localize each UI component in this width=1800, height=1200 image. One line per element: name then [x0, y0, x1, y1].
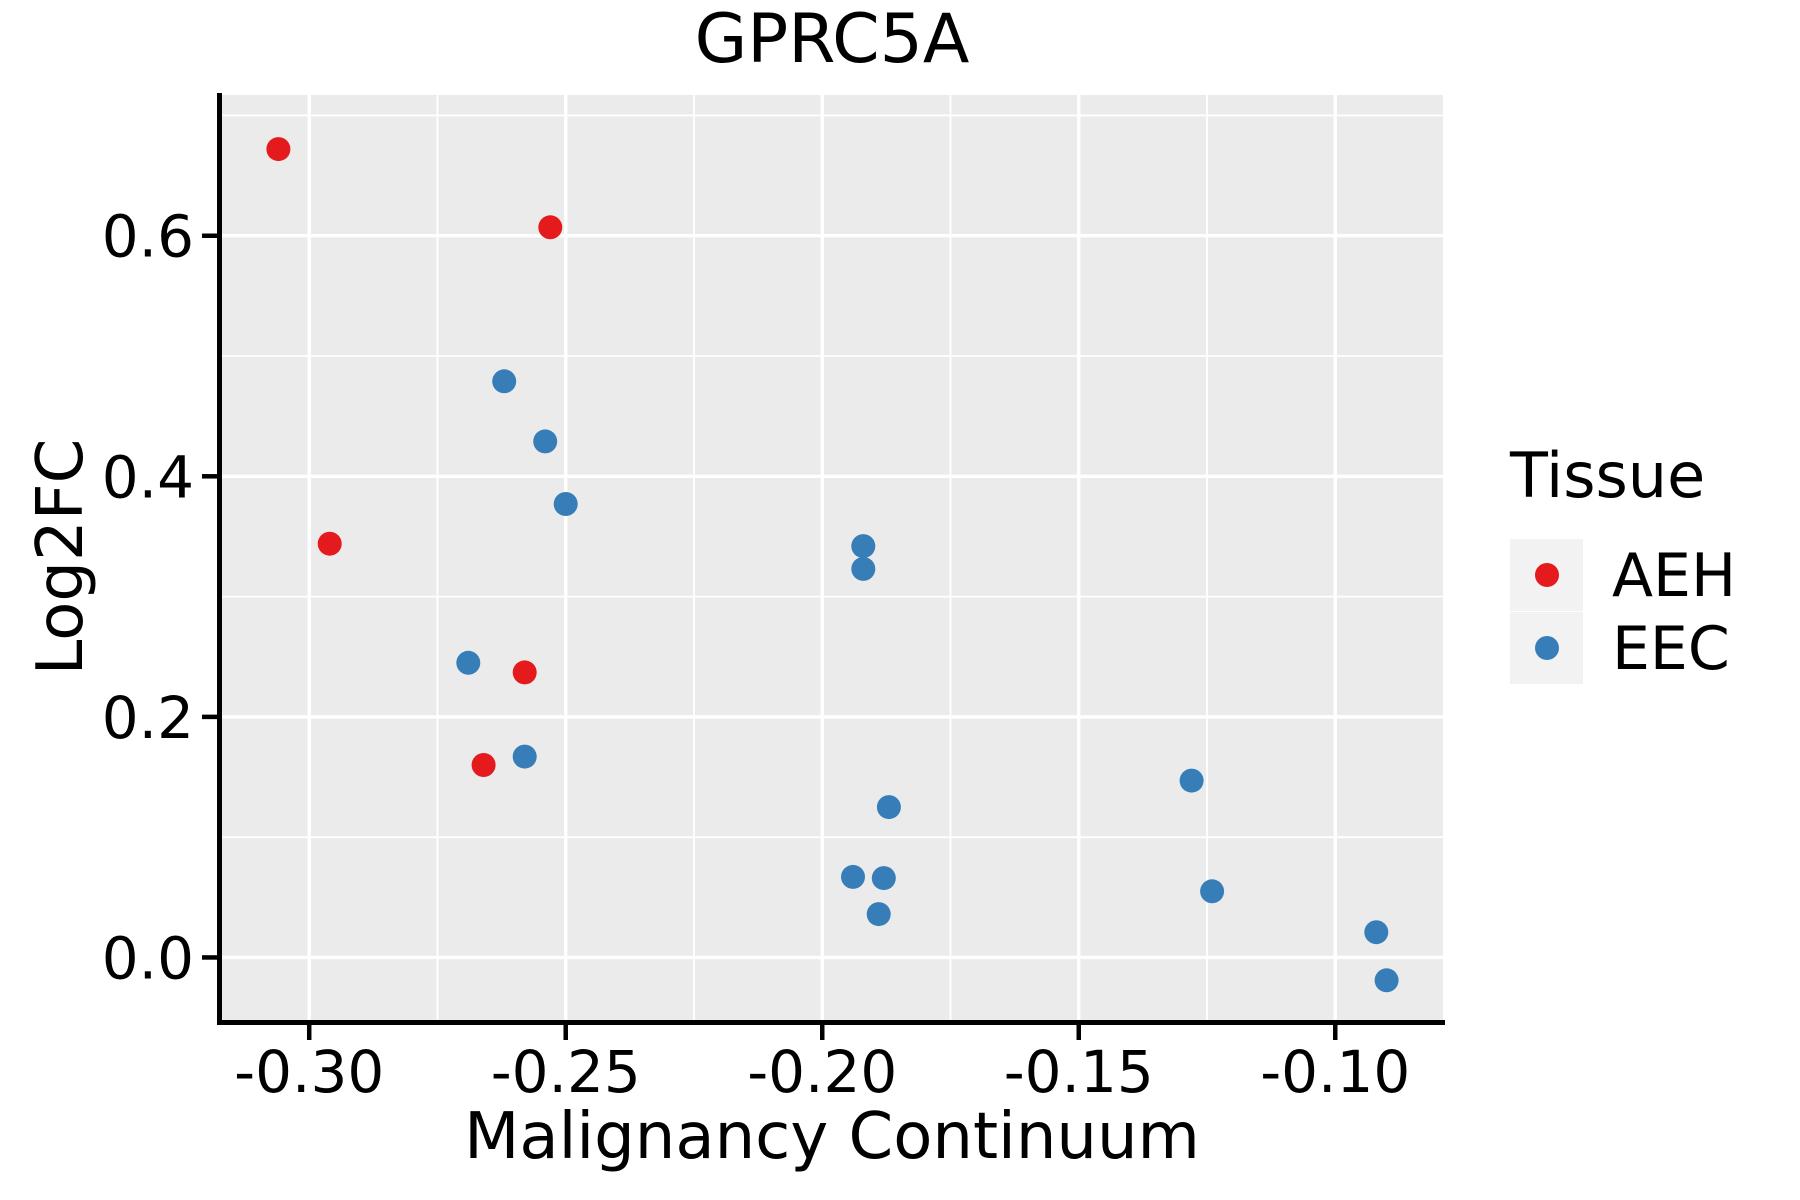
x-tick-label: -0.15 [1004, 1038, 1154, 1106]
plot-panel [222, 95, 1443, 1020]
x-tick-label: -0.10 [1260, 1038, 1410, 1106]
data-points-layer [266, 137, 1399, 993]
data-point-eec [871, 866, 896, 891]
axes-layer: -0.30 -0.25 -0.20 -0.15 -0.10 0.0 0.2 0.4 0.6 [102, 93, 1445, 1106]
data-point-eec [851, 534, 876, 559]
data-point-aeh [317, 531, 342, 556]
data-point-eec [1374, 968, 1399, 993]
legend: Tissue AEH EEC [1509, 439, 1736, 684]
data-point-aeh [512, 660, 537, 685]
x-tick-label: -0.20 [747, 1038, 897, 1106]
legend-entry-aeh: AEH [1510, 539, 1736, 611]
data-point-eec [876, 795, 901, 820]
data-point-eec [456, 650, 481, 675]
legend-label-aeh: AEH [1612, 541, 1736, 611]
x-axis-title: Malignancy Continuum [464, 1100, 1200, 1174]
data-point-aeh [538, 215, 563, 240]
x-tick-label: -0.25 [491, 1038, 641, 1106]
data-point-eec [866, 902, 891, 927]
legend-title: Tissue [1509, 439, 1705, 512]
legend-entry-eec: EEC [1510, 612, 1730, 684]
legend-marker-eec-icon [1535, 636, 1559, 660]
data-point-eec [1200, 879, 1225, 904]
data-point-eec [1179, 768, 1204, 793]
panel-background [222, 95, 1443, 1020]
data-point-eec [533, 429, 558, 454]
data-point-eec [492, 369, 517, 394]
y-tick-label: 0.4 [102, 443, 194, 511]
data-point-aeh [266, 137, 291, 162]
data-point-eec [553, 492, 578, 516]
data-point-aeh [471, 753, 496, 777]
legend-marker-aeh-icon [1535, 563, 1559, 587]
y-axis-title: Log2FC [24, 439, 98, 676]
data-point-eec [1364, 920, 1389, 945]
data-point-eec [851, 556, 876, 581]
data-point-eec [512, 744, 537, 769]
legend-label-eec: EEC [1612, 614, 1730, 684]
y-tick-label: 0.6 [102, 203, 194, 271]
x-tick-label: -0.30 [234, 1038, 384, 1106]
plot-title: GPRC5A [695, 0, 970, 79]
data-point-eec [841, 864, 865, 889]
y-tick-label: 0.0 [102, 924, 194, 992]
y-tick-label: 0.2 [102, 684, 194, 752]
